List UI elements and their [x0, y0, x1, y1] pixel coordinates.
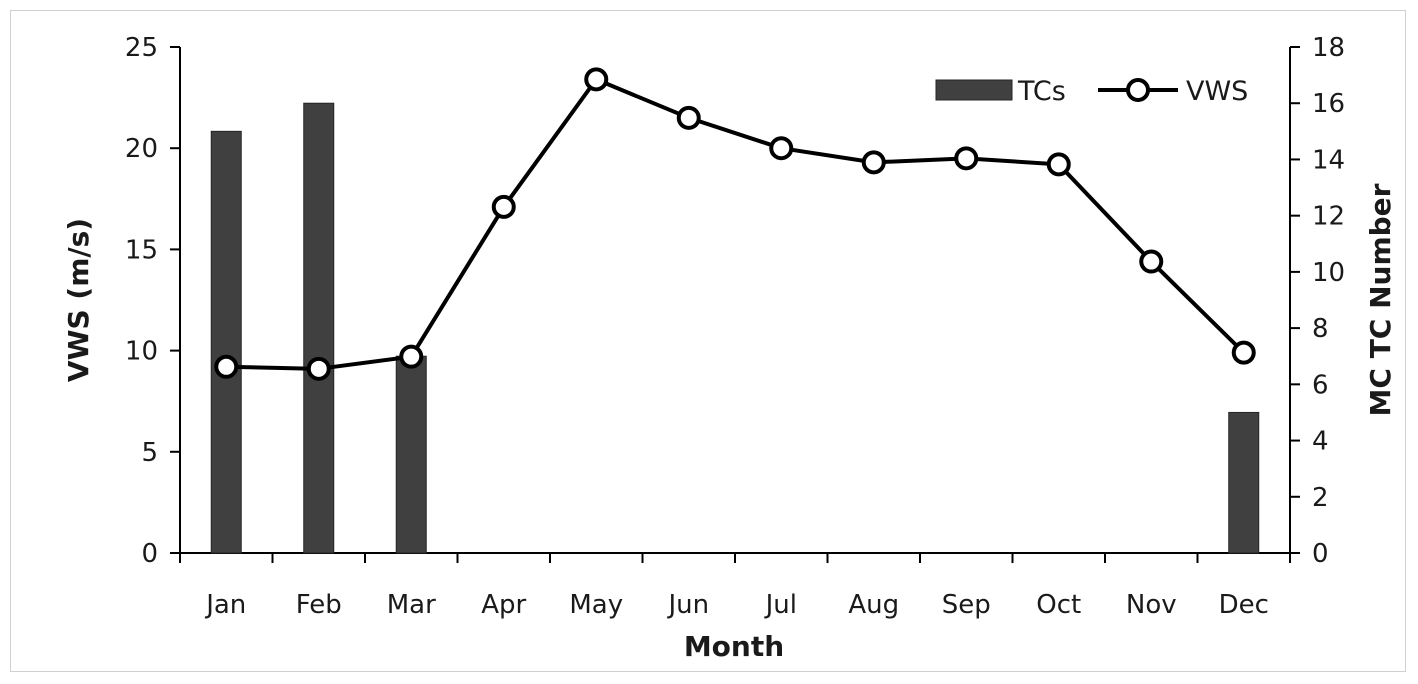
point-vws — [769, 136, 794, 161]
x-tick-label: Nov — [1126, 590, 1177, 620]
point-vws — [399, 344, 424, 369]
legend-label-tcs: TCs — [1017, 76, 1066, 107]
y-right-tick-label: 10 — [1312, 258, 1345, 288]
y-axis-title-left: VWS (m/s) — [62, 218, 95, 382]
legend-label-vws: VWS — [1186, 76, 1248, 107]
point-vws — [861, 150, 886, 175]
line-vws — [226, 77, 1246, 371]
point-vws — [954, 146, 979, 171]
x-tick-label: Jan — [204, 590, 246, 620]
y-left-tick-label: 10 — [125, 337, 158, 367]
bar-tcs — [303, 102, 335, 554]
axes — [170, 46, 1300, 563]
chart-frame — [10, 10, 1406, 672]
point-vws — [1046, 152, 1071, 177]
x-tick-label: Apr — [481, 590, 526, 620]
x-tick-label: Jun — [666, 590, 709, 620]
point-vws — [306, 356, 331, 381]
y-axis-title-right: MC TC Number — [1364, 183, 1397, 416]
y-right-tick-label: 14 — [1312, 145, 1345, 175]
y-right-tick-label: 12 — [1312, 202, 1345, 232]
x-tick-label: Oct — [1036, 590, 1081, 620]
bar-tcs — [210, 130, 242, 554]
x-tick-label: Sep — [942, 590, 991, 620]
x-tick-label: Jul — [764, 590, 797, 620]
x-tick-label: May — [569, 590, 623, 620]
y-left-tick-label: 25 — [125, 33, 158, 63]
point-vws — [1231, 340, 1256, 365]
bar-series-tcs — [210, 102, 1260, 554]
point-vws — [676, 105, 701, 130]
x-tick-label: Aug — [848, 590, 899, 620]
y-right-tick-label: 2 — [1312, 483, 1329, 513]
y-right-tick-label: 18 — [1312, 33, 1345, 63]
y-right-tick-label: 8 — [1312, 314, 1329, 344]
y-right-tick-label: 6 — [1312, 370, 1329, 400]
x-tick-label: Dec — [1219, 590, 1269, 620]
y-left-tick-label: 15 — [125, 235, 158, 265]
point-vws — [214, 354, 239, 379]
y-right-tick-label: 16 — [1312, 89, 1345, 119]
x-tick-label: Feb — [296, 590, 342, 620]
line-series-vws — [214, 67, 1256, 381]
legend: TCs VWS — [935, 76, 1248, 107]
legend-marker-vws — [1126, 78, 1150, 102]
x-axis-title: Month — [684, 630, 784, 663]
point-vws — [584, 67, 609, 92]
x-tick-label: Mar — [387, 590, 436, 620]
y-left-tick-label: 5 — [141, 438, 158, 468]
point-vws — [1139, 249, 1164, 274]
y-right-tick-label: 0 — [1312, 539, 1329, 569]
y-left-tick-label: 0 — [141, 539, 158, 569]
bar-tcs — [395, 355, 427, 554]
bar-tcs — [1228, 411, 1260, 554]
y-right-tick-label: 4 — [1312, 427, 1329, 457]
point-vws — [491, 194, 516, 219]
legend-swatch-tcs — [935, 79, 1013, 101]
y-left-tick-label: 20 — [125, 134, 158, 164]
tick-labels: 0 5 10 15 20 25 0 2 4 6 8 10 12 14 16 18 Jan Feb Mar Apr May… — [125, 33, 1345, 620]
